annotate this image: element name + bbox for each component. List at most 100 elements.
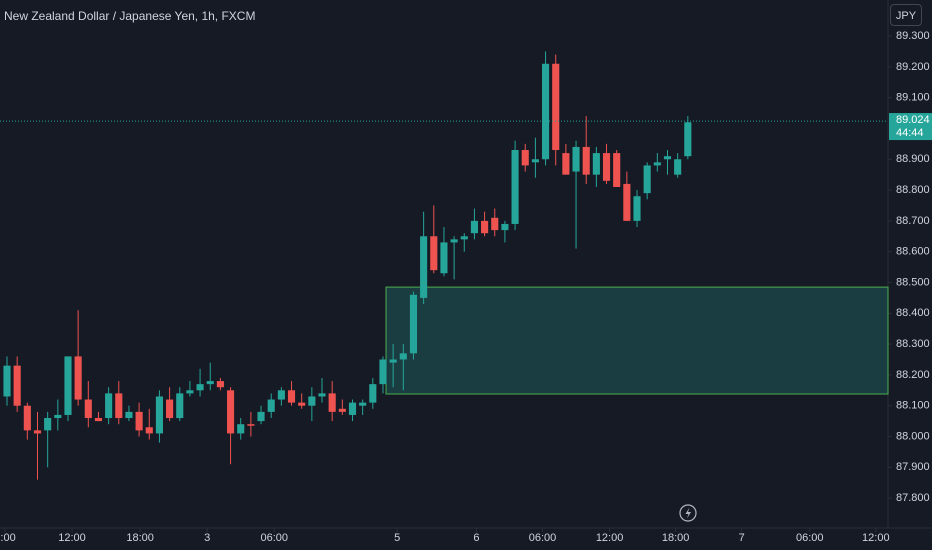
candle-body	[379, 359, 387, 385]
candle-body	[348, 402, 357, 415]
candle-body	[125, 411, 133, 419]
y-tick-label: 88.300	[896, 338, 930, 350]
candle-body	[135, 411, 143, 431]
candle-body	[257, 411, 265, 422]
candle-body	[470, 220, 478, 234]
y-tick-label: 88.700	[896, 215, 930, 227]
x-tick-label: 12:00	[596, 532, 624, 544]
candle-body	[613, 153, 621, 187]
candle-body	[105, 393, 113, 419]
candle-body	[206, 381, 214, 385]
y-tick-label: 87.800	[896, 492, 930, 504]
candle-body	[521, 150, 529, 166]
candle-body	[369, 384, 377, 403]
candle-body	[237, 424, 245, 434]
x-tick-label: 18:00	[126, 532, 154, 544]
x-tick-label: 06:00	[529, 532, 557, 544]
candle-body	[602, 153, 611, 181]
y-tick-label: 88.600	[896, 246, 930, 258]
x-tick-label: 12:00	[862, 532, 890, 544]
candle-body	[552, 63, 560, 151]
candle-body	[592, 153, 600, 175]
candle-body	[338, 408, 346, 412]
candle-body	[13, 365, 21, 406]
candle-body	[298, 402, 306, 406]
candle-body	[176, 393, 184, 419]
candle-body	[450, 239, 458, 243]
candle-body	[542, 63, 550, 160]
candle-body	[328, 393, 336, 412]
y-tick-label: 89.100	[896, 92, 930, 104]
candle-body	[663, 156, 672, 160]
y-tick-label: 88.500	[896, 276, 930, 288]
candle-body	[227, 390, 235, 434]
candle-body	[74, 356, 82, 400]
y-tick-label: 88.000	[896, 430, 930, 442]
candle-body	[623, 183, 631, 221]
zone	[385, 286, 889, 395]
candle-body	[287, 390, 296, 403]
candle-body	[643, 165, 651, 194]
candle-body	[115, 393, 123, 419]
x-tick-label: 3	[204, 532, 210, 544]
last-price-tag	[889, 113, 932, 141]
candle-body	[430, 236, 438, 271]
candle-body	[582, 146, 590, 175]
y-tick-label: 87.900	[896, 461, 930, 473]
candle-body	[54, 414, 62, 419]
candle-body	[359, 402, 367, 406]
y-tick-label: 89.300	[896, 30, 930, 42]
candle-body	[216, 381, 224, 388]
x-tick-label: 6	[473, 532, 479, 544]
candle-body	[460, 236, 468, 240]
candle-body	[94, 418, 103, 422]
candle-body	[277, 390, 285, 400]
candle-body	[318, 393, 326, 397]
candle-body	[481, 220, 489, 234]
candle-body	[3, 365, 11, 397]
candle-body	[389, 359, 397, 363]
replay-icon[interactable]	[679, 504, 697, 522]
candle-body	[633, 196, 641, 221]
y-tick-label: 88.200	[896, 369, 930, 381]
candle-body	[440, 242, 448, 274]
y-tick-label: 89.200	[896, 61, 930, 73]
candle-body	[511, 150, 519, 224]
candle-body	[267, 399, 275, 412]
candle-body	[501, 223, 509, 231]
candle-body	[491, 217, 499, 231]
x-tick-label: 5	[394, 532, 400, 544]
candle-body	[186, 390, 194, 394]
y-tick-label: 88.900	[896, 153, 930, 165]
candle-body	[247, 424, 255, 426]
candle-body	[155, 396, 163, 434]
currency-button[interactable]: JPY	[890, 4, 922, 26]
x-tick-label: 06:00	[260, 532, 288, 544]
candle-body	[562, 153, 570, 175]
last-price-label: 89.024	[896, 114, 930, 126]
candle-body	[308, 396, 316, 406]
candle-body	[23, 405, 31, 431]
candle-body	[684, 122, 692, 157]
candle-body	[166, 399, 174, 419]
y-tick-label: 88.400	[896, 307, 930, 319]
x-tick-label: 18:00	[662, 532, 690, 544]
candle-body	[84, 399, 92, 419]
countdown-label: 44:44	[896, 127, 924, 139]
x-tick-label: 12:00	[58, 532, 86, 544]
candle-body	[145, 427, 153, 434]
x-tick-label: 6:00	[0, 532, 16, 544]
candle-body	[653, 162, 661, 166]
candle-body	[409, 294, 418, 354]
candle-body	[674, 159, 682, 175]
y-tick-label: 88.800	[896, 184, 930, 196]
candle-body	[420, 236, 428, 298]
candle-body	[44, 418, 52, 431]
y-tick-label: 88.100	[896, 400, 930, 412]
candle-body	[64, 356, 72, 415]
candle-body	[196, 384, 204, 391]
candle-body	[531, 159, 539, 163]
candle-body	[33, 430, 42, 434]
